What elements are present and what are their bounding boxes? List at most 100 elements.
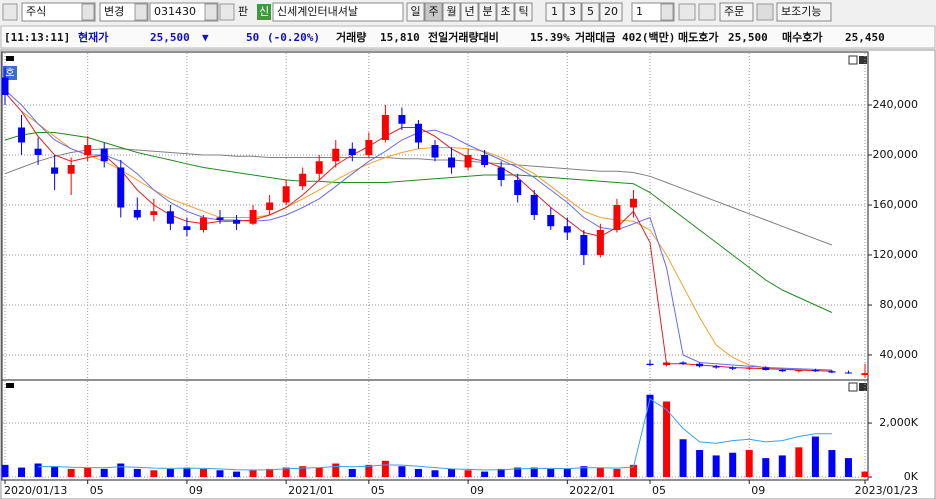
window-button[interactable]: [848, 382, 858, 392]
period-button[interactable]: [406, 2, 425, 22]
volume-bar: [514, 467, 522, 477]
multiplier-label[interactable]: 20: [604, 5, 618, 18]
volume-bar: [266, 468, 274, 477]
candle-body: [282, 186, 290, 203]
volume-bar: [431, 470, 439, 477]
multiplier-label[interactable]: 1: [551, 5, 558, 18]
period-button[interactable]: [424, 2, 443, 22]
volume-bar: [233, 471, 241, 477]
volume-bar: [315, 467, 323, 477]
volume-bar: [133, 468, 141, 477]
volume-bar: [464, 470, 472, 477]
multiplier-button[interactable]: [599, 2, 623, 22]
volume-bar: [117, 463, 125, 477]
candle-body: [497, 167, 505, 180]
volume-bar: [563, 468, 571, 477]
dropdown-arrow[interactable]: [134, 3, 148, 21]
icon-button[interactable]: [678, 3, 696, 21]
count-select[interactable]: 1: [636, 5, 643, 18]
pan-label: 판: [238, 5, 248, 18]
multiplier-label[interactable]: 5: [587, 5, 594, 18]
period-label[interactable]: 년: [464, 5, 474, 18]
dropdown-arrow[interactable]: [660, 3, 674, 21]
volume-bar: [18, 467, 26, 477]
period-label[interactable]: 초: [500, 5, 510, 18]
stock-name-box[interactable]: [272, 2, 404, 22]
change-button[interactable]: 변경: [104, 5, 124, 18]
indicator-button-box[interactable]: [776, 2, 832, 22]
candle-body: [795, 370, 803, 372]
multiplier-button[interactable]: [581, 2, 600, 22]
dropdown-arrow[interactable]: [204, 3, 218, 21]
y-tick-label: 2,000K: [879, 416, 918, 429]
volume-bar: [34, 463, 42, 477]
period-label[interactable]: 일: [410, 4, 420, 18]
quote-bid: 25,450: [845, 31, 885, 44]
multiplier-button[interactable]: [545, 2, 564, 22]
order-button[interactable]: 주문: [724, 5, 744, 18]
search-button[interactable]: [219, 3, 235, 21]
candle-body: [811, 370, 819, 372]
window-button[interactable]: [848, 55, 858, 65]
period-button[interactable]: [478, 2, 497, 22]
quote-change: 50: [246, 31, 259, 44]
panel-handle[interactable]: [6, 383, 14, 388]
period-button[interactable]: [442, 2, 461, 22]
multiplier-label[interactable]: 3: [569, 5, 576, 18]
candle-body: [381, 115, 389, 140]
multiplier-button[interactable]: [563, 2, 582, 22]
volume-bar: [629, 464, 637, 477]
quote-amount-label: 거래대금: [575, 30, 615, 44]
period-button[interactable]: [514, 2, 533, 22]
volume-bar: [332, 463, 340, 477]
code-input[interactable]: 031430: [154, 5, 196, 18]
order-button-box[interactable]: [719, 2, 754, 22]
y-tick-label: 0K: [904, 470, 919, 483]
window-button[interactable]: [859, 383, 867, 391]
new-badge-box: [257, 4, 271, 20]
y-tick-label: 160,000: [873, 198, 919, 211]
stock-name[interactable]: 신세계인터내셔날: [277, 5, 358, 18]
candle-body: [266, 202, 274, 210]
volume-bar: [1, 464, 9, 477]
period-label[interactable]: 주: [428, 5, 438, 18]
volume-panel: [1, 379, 869, 481]
candle-body: [315, 161, 323, 174]
volume-bar: [51, 466, 59, 477]
volume-bar: [778, 455, 786, 477]
nav-button[interactable]: [2, 3, 18, 21]
period-button[interactable]: [496, 2, 515, 22]
candle-body: [663, 362, 671, 365]
candle-body: [133, 210, 141, 218]
candle-body: [1, 77, 9, 95]
volume-bar: [216, 470, 224, 477]
volume-bar: [861, 471, 869, 477]
icon-button[interactable]: [698, 3, 716, 21]
moving-average: [4, 148, 833, 246]
market-select-box[interactable]: [21, 2, 96, 22]
period-button[interactable]: [460, 2, 479, 22]
market-select[interactable]: 주식: [26, 5, 46, 18]
volume-bar: [100, 468, 108, 477]
volume-bar: [183, 467, 191, 477]
candle-body: [613, 205, 621, 230]
add-button[interactable]: [756, 3, 774, 21]
candle-body: [299, 173, 307, 187]
volume-bar: [67, 468, 75, 477]
indicator-button[interactable]: 보조기능: [781, 5, 821, 18]
badge-box: [3, 66, 17, 80]
dropdown-arrow[interactable]: [81, 3, 95, 21]
panel-handle[interactable]: [6, 56, 14, 61]
period-label[interactable]: 틱: [518, 5, 528, 18]
candle-body: [596, 230, 604, 255]
volume-bar: [282, 467, 290, 477]
candle-body: [514, 180, 522, 195]
period-label[interactable]: 월: [446, 5, 456, 18]
code-input-box[interactable]: [149, 2, 219, 22]
candle-body: [646, 363, 654, 365]
volume-bar: [84, 467, 92, 477]
candle-body: [464, 155, 472, 168]
window-button[interactable]: [859, 56, 867, 64]
candle-body: [696, 363, 704, 367]
period-label[interactable]: 분: [482, 5, 492, 18]
